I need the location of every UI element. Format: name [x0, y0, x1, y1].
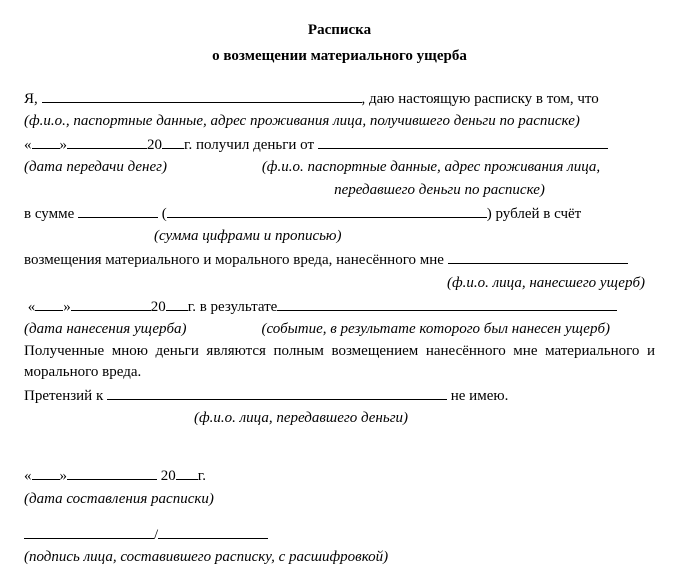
- blank-month-2[interactable]: [71, 295, 151, 311]
- text-compensation: возмещения материального и морального вр…: [24, 252, 448, 268]
- hint-row-transfer: (дата передачи денег) (ф.и.о. паспортные…: [24, 157, 655, 177]
- result-suffix: г. в результате: [188, 299, 278, 315]
- text-i-pre: Я,: [24, 91, 42, 107]
- line-result: « » 20 г. в результате: [24, 295, 655, 317]
- year-prefix: 20: [147, 137, 162, 153]
- blank-from-who[interactable]: [318, 133, 608, 149]
- hint-sum: (сумма цифрами и прописью): [24, 226, 655, 246]
- quote-close-2: »: [63, 299, 71, 315]
- sum-open: (: [158, 206, 167, 222]
- hint-fio-giver-passport: (ф.и.о. паспортные данные, адрес прожива…: [167, 157, 655, 177]
- hint-row-event: (дата нанесения ущерба) (событие, в резу…: [24, 319, 655, 339]
- line-signature: /: [24, 523, 655, 545]
- quote-open: «: [24, 137, 32, 153]
- sum-pre: в сумме: [24, 206, 78, 222]
- blank-signature-name[interactable]: [158, 523, 268, 539]
- sum-close: ) рублей в счёт: [487, 206, 581, 222]
- hint-date-damage: (дата нанесения ущерба): [24, 319, 187, 339]
- year-suffix-short: г.: [198, 468, 206, 484]
- blank-year-3[interactable]: [176, 464, 198, 480]
- quote-close: »: [60, 137, 68, 153]
- blank-day[interactable]: [32, 133, 60, 149]
- blank-damager[interactable]: [448, 248, 628, 264]
- year-prefix-2: 20: [151, 299, 166, 315]
- blank-day-2[interactable]: [35, 295, 63, 311]
- quote-close-3: »: [60, 468, 68, 484]
- blank-sum-digits[interactable]: [78, 202, 158, 218]
- line-compensation: возмещения материального и морального вр…: [24, 248, 655, 270]
- blank-day-3[interactable]: [32, 464, 60, 480]
- line-sum: в сумме ( ) рублей в счёт: [24, 202, 655, 224]
- paragraph-full-compensation: Полученные мною деньги являются полным в…: [24, 341, 655, 382]
- hint-giver-line2: передавшего деньги по расписке): [24, 180, 655, 200]
- line-claims: Претензий к не имею.: [24, 384, 655, 406]
- line-i: Я, , даю настоящую расписку в том, что: [24, 87, 655, 109]
- year-prefix-3: 20: [161, 468, 176, 484]
- blank-year[interactable]: [162, 133, 184, 149]
- hint-event: (событие, в результате которого был нане…: [187, 319, 655, 339]
- line-date-received: « » 20 г. получил деньги от: [24, 133, 655, 155]
- blank-sum-words[interactable]: [167, 202, 487, 218]
- hint-fio-recipient: (ф.и.о., паспортные данные, адрес прожив…: [24, 111, 655, 131]
- blank-event[interactable]: [277, 295, 617, 311]
- document-subtitle: о возмещении материального ущерба: [24, 46, 655, 66]
- claims-post: не имею.: [447, 388, 508, 404]
- hint-fio-giver: (ф.и.о. лица, передавшего деньги): [24, 408, 655, 428]
- blank-year-2[interactable]: [166, 295, 188, 311]
- quote-open-3: «: [24, 468, 32, 484]
- blank-fio[interactable]: [42, 87, 362, 103]
- quote-open-2: «: [28, 299, 36, 315]
- year-suffix: г. получил деньги от: [184, 137, 318, 153]
- line-doc-date: « » 20 г.: [24, 464, 655, 486]
- document-title: Расписка: [24, 20, 655, 40]
- text-i-post: , даю настоящую расписку в том, что: [362, 91, 599, 107]
- hint-date-doc: (дата составления расписки): [24, 489, 655, 509]
- blank-claims-to[interactable]: [107, 384, 447, 400]
- blank-month-3[interactable]: [67, 464, 157, 480]
- hint-signature: (подпись лица, составившего расписку, с …: [24, 547, 655, 567]
- blank-month[interactable]: [67, 133, 147, 149]
- blank-signature[interactable]: [24, 523, 154, 539]
- hint-date-transfer: (дата передачи денег): [24, 157, 167, 177]
- hint-damager: (ф.и.о. лица, нанесшего ущерб): [24, 273, 655, 293]
- claims-pre: Претензий к: [24, 388, 107, 404]
